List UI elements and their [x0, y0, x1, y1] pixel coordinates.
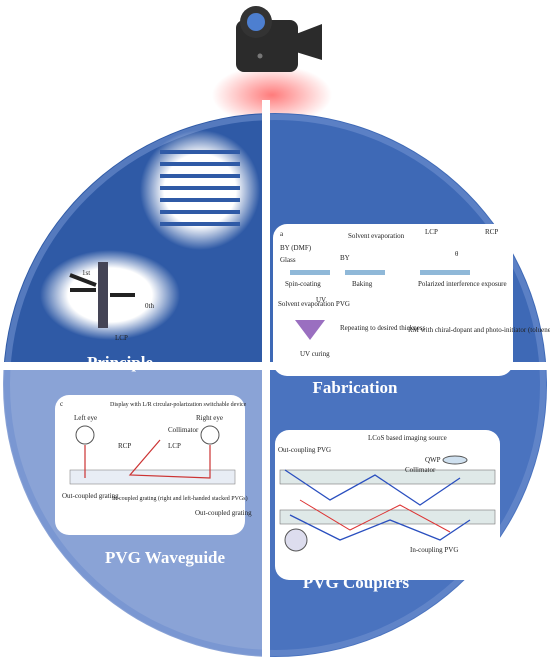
text: QWP [425, 456, 441, 464]
disc [3, 113, 547, 657]
inset-fabrication [273, 224, 513, 376]
divider [262, 100, 270, 671]
text: 0th [145, 302, 154, 310]
text: Display with L/R circular-polarization s… [110, 402, 247, 408]
text: LCP [168, 442, 181, 450]
text: In-coupling PVG [410, 546, 458, 554]
text: Out-coupling PVG [278, 446, 331, 454]
glow [212, 65, 332, 125]
text: Spin-coating [285, 280, 321, 288]
text: Collimator [405, 466, 436, 474]
text: θ [455, 250, 459, 258]
grating-pattern [160, 150, 240, 226]
text: Right eye [196, 414, 223, 422]
text: LCP [115, 334, 128, 342]
text: c [60, 400, 63, 408]
inset-waveguide [55, 395, 245, 535]
text: RM with chiral-dopant and photo-initiato… [408, 326, 550, 334]
text: Out-coupled grating [62, 492, 119, 500]
quadrant-label: PVG Couplers [303, 573, 410, 592]
text: BY [340, 254, 350, 262]
text: RCP [485, 228, 498, 236]
arrows [69, 273, 135, 297]
text: Glass [280, 256, 296, 264]
text: RCP [118, 442, 131, 450]
text: a [280, 230, 284, 238]
text: UV [316, 296, 326, 304]
quadrant-label: Fabrication [313, 378, 399, 397]
text: Collimator [168, 426, 199, 434]
text: Left eye [74, 414, 97, 422]
text: Baking [352, 280, 373, 288]
text: LCoS based imaging source [368, 434, 447, 442]
quadrant-label: Principle [87, 353, 154, 372]
text: In-coupled grating (right and left-hande… [112, 495, 248, 502]
grating-plate [98, 262, 108, 328]
quadrant-label: PVG Waveguide [105, 548, 226, 567]
text: Repeating to desired thickness [340, 324, 426, 332]
text: UV curing [300, 350, 330, 358]
text: BY (DMF) [280, 244, 312, 252]
text: LCP [425, 228, 438, 236]
camera-icon [236, 6, 322, 72]
inset-couplers [275, 430, 500, 580]
text: Solvent evaporation [348, 232, 405, 240]
text: Polarized interference exposure [418, 280, 507, 288]
text: 1st [82, 269, 90, 277]
text: Out-coupled grating [195, 509, 252, 517]
text: Solvent evaporation PVG [278, 300, 350, 308]
